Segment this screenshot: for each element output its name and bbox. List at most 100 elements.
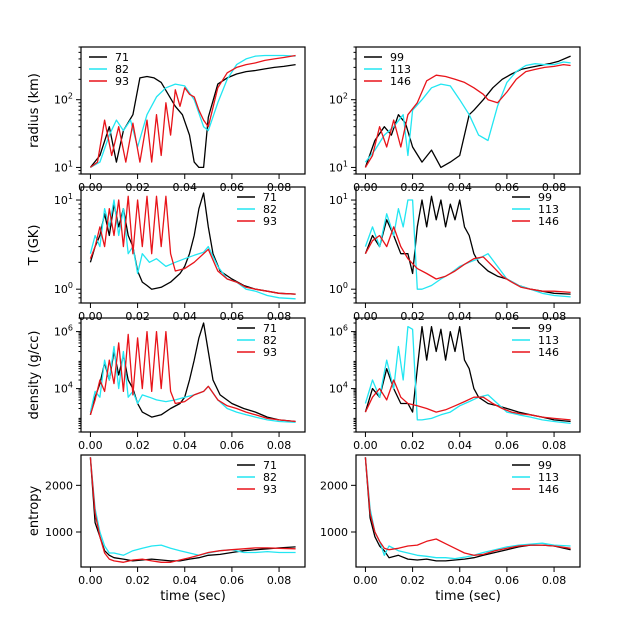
x-tick-label: 0.08 <box>542 439 567 452</box>
x-tick-label: 0.06 <box>495 574 520 587</box>
x-tick-label: 0.00 <box>78 439 103 452</box>
x-axis-label: time (sec) <box>160 589 226 604</box>
panel-p30: 1000 2000 0.00 0.02 0.04 0.06 0.08 entropy time … <box>27 454 306 604</box>
series-line-93 <box>89 195 296 295</box>
y-tick-label: 2000 <box>45 479 73 492</box>
legend-label-71: 71 <box>115 51 129 64</box>
x-tick-label: 0.04 <box>172 310 197 323</box>
panel-p20: 104 106 0.00 0.02 0.04 0.06 0.08 density (g/cc)… <box>27 317 306 452</box>
y-tick-label: 102 <box>54 92 73 107</box>
y-axis-label: T (GK) <box>27 225 42 267</box>
plot-frame <box>355 454 581 568</box>
x-tick-label: 0.08 <box>542 310 567 323</box>
y-tick-label: 100 <box>54 281 73 296</box>
x-tick-label: 0.06 <box>495 439 520 452</box>
y-axis-label: density (g/cc) <box>27 331 42 420</box>
legend-label-99: 99 <box>390 51 404 64</box>
series-line-93 <box>89 330 296 423</box>
x-tick-label: 0.04 <box>447 310 472 323</box>
series-line-146 <box>364 457 571 556</box>
x-tick-label: 0.02 <box>400 310 425 323</box>
series-line-113 <box>364 325 571 425</box>
series-line-99 <box>364 55 571 169</box>
y-tick-label: 1000 <box>320 526 348 539</box>
y-tick-label: 101 <box>329 192 348 207</box>
y-axis-label: radius (km) <box>27 73 42 148</box>
legend-label-99: 99 <box>538 459 552 472</box>
legend-label-113: 113 <box>538 203 559 216</box>
x-tick-label: 0.00 <box>78 574 103 587</box>
legend-label-113: 113 <box>390 63 411 76</box>
x-tick-label: 0.08 <box>542 574 567 587</box>
legend-label-146: 146 <box>390 75 411 88</box>
legend-label-146: 146 <box>538 483 559 496</box>
x-tick-label: 0.04 <box>447 439 472 452</box>
series-line-113 <box>364 61 571 163</box>
panel-p31: 1000 2000 0.00 0.02 0.04 0.06 0.08 time (sec) 99… <box>320 454 581 604</box>
legend-label-71: 71 <box>263 459 277 472</box>
x-tick-label: 0.06 <box>220 310 245 323</box>
x-tick-label: 0.00 <box>353 439 378 452</box>
y-tick-label: 104 <box>54 381 73 396</box>
y-tick-label: 104 <box>329 381 348 396</box>
series-line-82 <box>89 199 296 300</box>
legend-label-71: 71 <box>263 322 277 335</box>
x-tick-label: 0.02 <box>125 439 150 452</box>
y-tick-label: 2000 <box>320 479 348 492</box>
legend-label-146: 146 <box>538 346 559 359</box>
y-tick-label: 100 <box>329 281 348 296</box>
y-tick-label: 1000 <box>45 526 73 539</box>
legend-label-82: 82 <box>115 63 129 76</box>
legend-label-71: 71 <box>263 191 277 204</box>
x-tick-label: 0.04 <box>172 439 197 452</box>
y-tick-label: 101 <box>54 159 73 174</box>
y-tick-label: 101 <box>329 159 348 174</box>
x-tick-label: 0.08 <box>267 439 292 452</box>
y-tick-label: 101 <box>54 192 73 207</box>
legend-label-82: 82 <box>263 334 277 347</box>
legend-label-82: 82 <box>263 203 277 216</box>
x-tick-label: 0.02 <box>125 310 150 323</box>
x-tick-label: 0.06 <box>220 574 245 587</box>
x-tick-label: 0.06 <box>220 439 245 452</box>
x-tick-label: 0.02 <box>400 574 425 587</box>
y-tick-label: 106 <box>329 324 348 339</box>
x-tick-label: 0.08 <box>267 310 292 323</box>
series-line-146 <box>364 63 571 168</box>
plot-frame <box>80 186 306 304</box>
x-tick-label: 0.04 <box>447 574 472 587</box>
series-line-113 <box>364 457 571 560</box>
x-tick-label: 0.00 <box>353 310 378 323</box>
legend-label-82: 82 <box>263 471 277 484</box>
series-line-82 <box>89 345 296 424</box>
legend-label-93: 93 <box>263 346 277 359</box>
series-line-93 <box>89 457 296 563</box>
series-line-93 <box>90 54 296 168</box>
y-axis-label: entropy <box>27 486 42 537</box>
legend-label-99: 99 <box>538 191 552 204</box>
x-tick-label: 0.02 <box>125 574 150 587</box>
series-line-146 <box>364 226 571 294</box>
x-tick-label: 0.00 <box>353 574 378 587</box>
legend-label-93: 93 <box>263 483 277 496</box>
x-tick-label: 0.08 <box>267 574 292 587</box>
plot-frame <box>80 454 306 568</box>
y-tick-label: 102 <box>329 92 348 107</box>
legend-label-146: 146 <box>538 215 559 228</box>
x-tick-label: 0.04 <box>172 574 197 587</box>
x-axis-label: time (sec) <box>435 589 501 604</box>
series-line-99 <box>364 325 571 423</box>
x-tick-label: 0.00 <box>78 310 103 323</box>
